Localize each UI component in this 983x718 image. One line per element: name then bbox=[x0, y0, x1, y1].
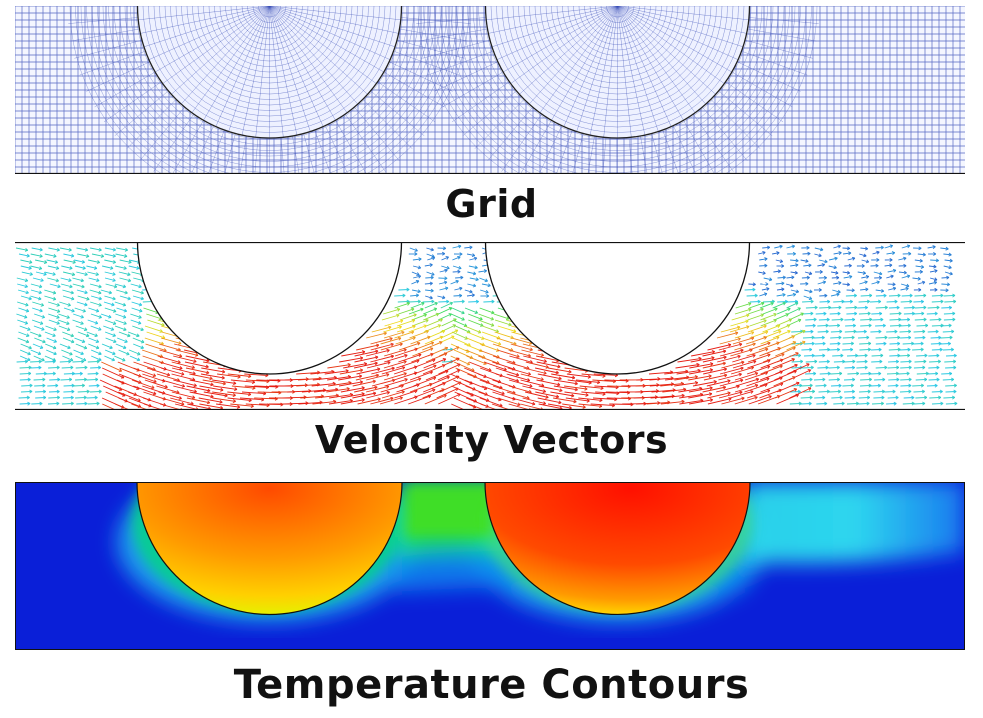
cylinder-2-temperature bbox=[484, 482, 751, 616]
grid-cylinder-2 bbox=[484, 6, 751, 139]
temperature-caption: Temperature Contours bbox=[233, 662, 750, 708]
velocity-cylinder-1 bbox=[136, 242, 403, 375]
grid-panel bbox=[15, 6, 965, 174]
temperature-panel bbox=[15, 482, 965, 650]
temperature-contours-field bbox=[15, 482, 965, 650]
velocity-arrows bbox=[15, 244, 958, 410]
cylinder-1-temperature bbox=[136, 482, 403, 616]
velocity-vectors-field bbox=[15, 242, 965, 410]
velocity-cylinder-2 bbox=[484, 242, 751, 375]
velocity-caption: Velocity Vectors bbox=[314, 418, 669, 462]
grid-caption: Grid bbox=[445, 182, 538, 226]
grid-cylinder-1 bbox=[136, 6, 403, 139]
velocity-panel bbox=[15, 242, 965, 410]
grid-mesh bbox=[15, 6, 965, 174]
